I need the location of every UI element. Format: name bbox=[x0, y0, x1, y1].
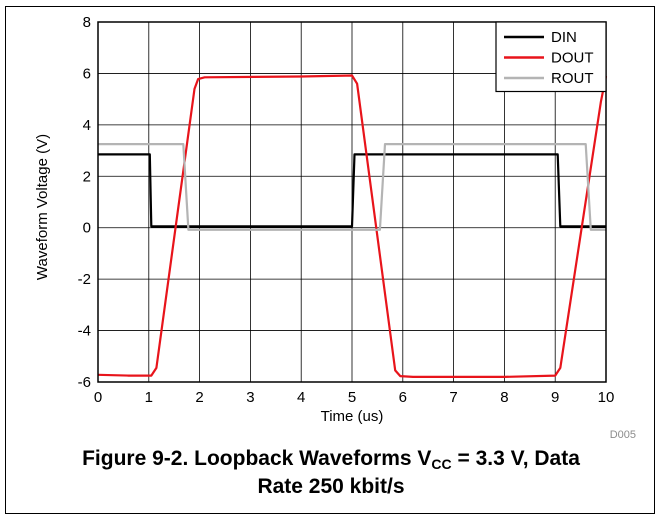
y-tick-label: 0 bbox=[83, 220, 91, 237]
series-group bbox=[97, 74, 608, 378]
plot-area-border bbox=[97, 21, 607, 383]
figure-frame: 0 1 2 3 4 5 6 7 8 9 10 -6 -4 -2 0 2 4 6 8 Time (us) Wavefo… bbox=[5, 6, 655, 514]
legend: DIN DOUT ROUT bbox=[495, 21, 607, 93]
x-tick-label: 5 bbox=[348, 389, 356, 406]
y-tick-label: -2 bbox=[78, 271, 91, 288]
x-tick-label: 4 bbox=[297, 389, 305, 406]
y-axis-title: Waveform Voltage (V) bbox=[34, 134, 51, 280]
x-tick-label: 8 bbox=[500, 389, 508, 406]
y-tick-label: -4 bbox=[78, 323, 91, 340]
legend-label-dout: DOUT bbox=[551, 50, 594, 67]
series-line-rout bbox=[98, 143, 606, 231]
y-tick-label: 6 bbox=[83, 65, 91, 82]
y-tick-label: -6 bbox=[78, 374, 91, 391]
caption-line-1-end: = 3.3 V, Data bbox=[451, 447, 580, 470]
caption-line-1-start: Figure 9-2. Loopback Waveforms V bbox=[82, 447, 432, 470]
tick-labels: 0 1 2 3 4 5 6 7 8 9 10 -6 -4 -2 0 2 4 6 8 bbox=[78, 14, 615, 406]
caption-line-2: Rate 250 kbit/s bbox=[257, 475, 405, 498]
x-tick-label: 9 bbox=[551, 389, 559, 406]
caption-line-1: Figure 9-2. Loopback Waveforms VCC = 3.3… bbox=[6, 445, 656, 473]
x-axis-title: Time (us) bbox=[321, 408, 384, 425]
x-tick-label: 6 bbox=[399, 389, 407, 406]
x-tick-label: 7 bbox=[449, 389, 457, 406]
series-line-din bbox=[98, 153, 606, 228]
series-line-dout bbox=[97, 74, 608, 378]
figure-caption: Figure 9-2. Loopback Waveforms VCC = 3.3… bbox=[6, 445, 656, 501]
x-tick-label: 0 bbox=[94, 389, 102, 406]
waveform-chart: 0 1 2 3 4 5 6 7 8 9 10 -6 -4 -2 0 2 4 6 8 Time (us) Wavefo… bbox=[34, 14, 636, 441]
figure-code-label: D005 bbox=[610, 429, 636, 441]
legend-label-din: DIN bbox=[551, 29, 577, 46]
y-tick-label: 8 bbox=[83, 14, 91, 31]
y-tick-label: 2 bbox=[83, 168, 91, 185]
x-tick-label: 10 bbox=[598, 389, 615, 406]
caption-vcc-subscript: CC bbox=[431, 456, 452, 472]
x-tick-label: 3 bbox=[246, 389, 254, 406]
x-tick-label: 1 bbox=[145, 389, 153, 406]
legend-label-rout: ROUT bbox=[551, 70, 594, 87]
x-tick-label: 2 bbox=[195, 389, 203, 406]
y-tick-label: 4 bbox=[83, 117, 91, 134]
